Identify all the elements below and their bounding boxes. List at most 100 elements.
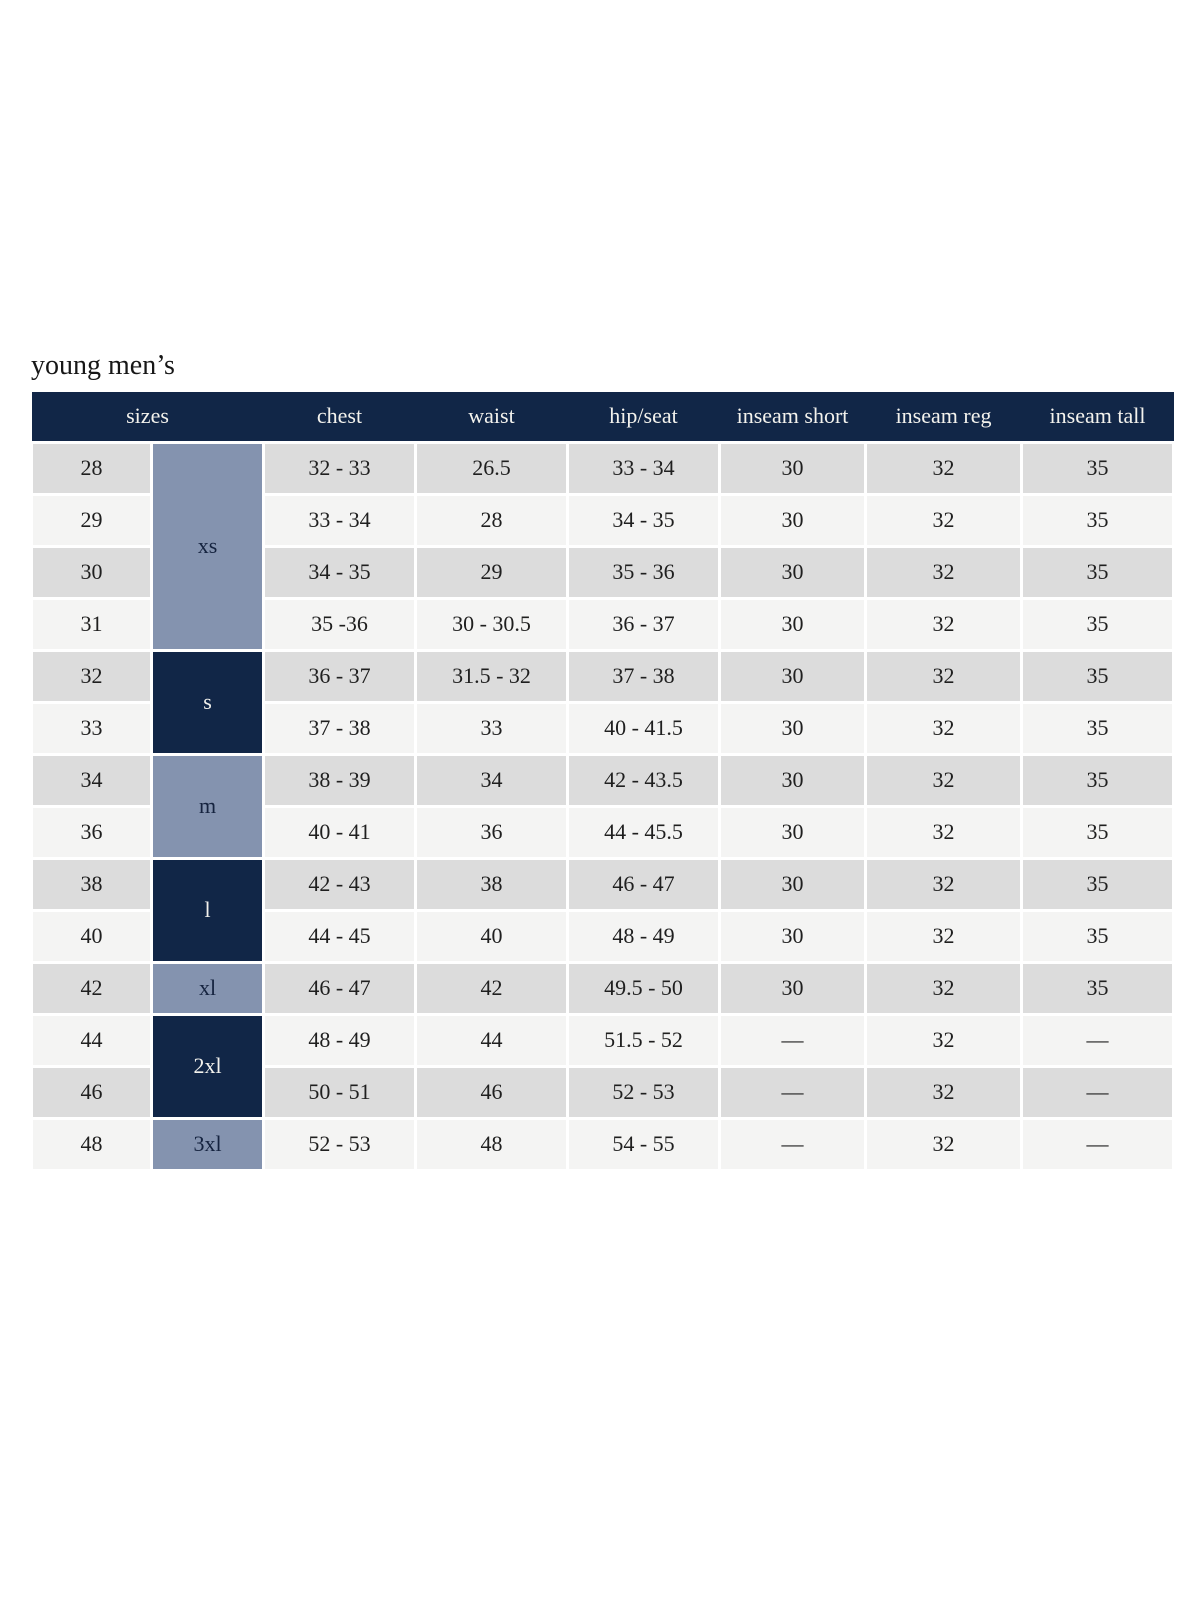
size-cell: 46 xyxy=(30,1064,153,1120)
table-row: 33 37 - 38 33 40 - 41.5 30 32 35 xyxy=(30,700,1176,756)
hip-seat-cell: 40 - 41.5 xyxy=(566,700,722,756)
inseam-tall-cell: — xyxy=(1020,1064,1176,1120)
inseam-tall-cell: 35 xyxy=(1020,856,1176,912)
inseam-tall-cell: — xyxy=(1020,1012,1176,1068)
chest-cell: 46 - 47 xyxy=(262,960,418,1016)
size-cell: 28 xyxy=(30,440,153,496)
chest-cell: 40 - 41 xyxy=(262,804,418,860)
inseam-reg-cell: 32 xyxy=(864,752,1024,808)
header-inseam-tall: inseam tall xyxy=(1021,392,1174,442)
size-group-cell-xs: xs xyxy=(149,440,266,652)
size-group-cell-xl: xl xyxy=(149,960,266,1016)
waist-cell: 36 xyxy=(414,804,570,860)
header-sizes: sizes xyxy=(31,392,264,442)
size-cell: 40 xyxy=(30,908,153,964)
size-cell: 29 xyxy=(30,492,153,548)
inseam-tall-cell: 35 xyxy=(1020,804,1176,860)
table-row: 40 44 - 45 40 48 - 49 30 32 35 xyxy=(30,908,1176,964)
size-cell: 33 xyxy=(30,700,153,756)
hip-seat-cell: 37 - 38 xyxy=(566,648,722,704)
chest-cell: 33 - 34 xyxy=(262,492,418,548)
inseam-reg-cell: 32 xyxy=(864,596,1024,652)
inseam-reg-cell: 32 xyxy=(864,492,1024,548)
inseam-reg-cell: 32 xyxy=(864,440,1024,496)
waist-cell: 34 xyxy=(414,752,570,808)
hip-seat-cell: 33 - 34 xyxy=(566,440,722,496)
table-row: 36 40 - 41 36 44 - 45.5 30 32 35 xyxy=(30,804,1176,860)
inseam-short-cell: — xyxy=(718,1116,868,1172)
chest-cell: 36 - 37 xyxy=(262,648,418,704)
hip-seat-cell: 35 - 36 xyxy=(566,544,722,600)
table-row: 29 33 - 34 28 34 - 35 30 32 35 xyxy=(30,492,1176,548)
chest-cell: 34 - 35 xyxy=(262,544,418,600)
inseam-tall-cell: 35 xyxy=(1020,752,1176,808)
size-chart-table: sizes chest waist hip/seat inseam short … xyxy=(30,392,1176,1172)
hip-seat-cell: 52 - 53 xyxy=(566,1064,722,1120)
hip-seat-cell: 51.5 - 52 xyxy=(566,1012,722,1068)
inseam-short-cell: 30 xyxy=(718,700,868,756)
hip-seat-cell: 46 - 47 xyxy=(566,856,722,912)
inseam-tall-cell: 35 xyxy=(1020,440,1176,496)
page-container: young men’s sizes chest waist hip/seat i… xyxy=(30,350,1176,1172)
waist-cell: 30 - 30.5 xyxy=(414,596,570,652)
size-group-cell-2xl: 2xl xyxy=(149,1012,266,1120)
inseam-short-cell: 30 xyxy=(718,596,868,652)
page-title: young men’s xyxy=(31,350,175,381)
inseam-tall-cell: 35 xyxy=(1020,960,1176,1016)
header-inseam-short: inseam short xyxy=(719,392,866,442)
chest-cell: 32 - 33 xyxy=(262,440,418,496)
inseam-short-cell: 30 xyxy=(718,648,868,704)
waist-cell: 29 xyxy=(414,544,570,600)
table-row: 46 50 - 51 46 52 - 53 — 32 — xyxy=(30,1064,1176,1120)
inseam-reg-cell: 32 xyxy=(864,908,1024,964)
chest-cell: 35 -36 xyxy=(262,596,418,652)
inseam-short-cell: 30 xyxy=(718,856,868,912)
chest-cell: 37 - 38 xyxy=(262,700,418,756)
table-row: 31 35 -36 30 - 30.5 36 - 37 30 32 35 xyxy=(30,596,1176,652)
inseam-short-cell: 30 xyxy=(718,804,868,860)
table-row: 32 s 36 - 37 31.5 - 32 37 - 38 30 32 35 xyxy=(30,648,1176,756)
waist-cell: 48 xyxy=(414,1116,570,1172)
table-row: 30 34 - 35 29 35 - 36 30 32 35 xyxy=(30,544,1176,600)
waist-cell: 31.5 - 32 xyxy=(414,648,570,704)
inseam-reg-cell: 32 xyxy=(864,1116,1024,1172)
header-hip-seat: hip/seat xyxy=(567,392,720,442)
size-group-cell-m: m xyxy=(149,752,266,860)
inseam-reg-cell: 32 xyxy=(864,856,1024,912)
header-inseam-reg: inseam reg xyxy=(865,392,1022,442)
hip-seat-cell: 49.5 - 50 xyxy=(566,960,722,1016)
inseam-reg-cell: 32 xyxy=(864,1064,1024,1120)
inseam-reg-cell: 32 xyxy=(864,648,1024,704)
waist-cell: 26.5 xyxy=(414,440,570,496)
size-cell: 38 xyxy=(30,856,153,912)
inseam-reg-cell: 32 xyxy=(864,700,1024,756)
inseam-short-cell: 30 xyxy=(718,960,868,1016)
table-row: 28 xs 32 - 33 26.5 33 - 34 30 32 35 xyxy=(30,440,1176,652)
table-row: 48 3xl 52 - 53 48 54 - 55 — 32 — xyxy=(30,1116,1176,1172)
hip-seat-cell: 48 - 49 xyxy=(566,908,722,964)
waist-cell: 28 xyxy=(414,492,570,548)
chest-cell: 52 - 53 xyxy=(262,1116,418,1172)
size-cell: 48 xyxy=(30,1116,153,1172)
size-cell: 42 xyxy=(30,960,153,1016)
size-cell: 44 xyxy=(30,1012,153,1068)
hip-seat-cell: 34 - 35 xyxy=(566,492,722,548)
table-row: 42 xl 46 - 47 42 49.5 - 50 30 32 35 xyxy=(30,960,1176,1016)
table-row: 38 l 42 - 43 38 46 - 47 30 32 35 xyxy=(30,856,1176,964)
chest-cell: 38 - 39 xyxy=(262,752,418,808)
inseam-tall-cell: 35 xyxy=(1020,544,1176,600)
table-row: 34 m 38 - 39 34 42 - 43.5 30 32 35 xyxy=(30,752,1176,860)
chest-cell: 44 - 45 xyxy=(262,908,418,964)
waist-cell: 42 xyxy=(414,960,570,1016)
inseam-short-cell: — xyxy=(718,1064,868,1120)
inseam-short-cell: 30 xyxy=(718,440,868,496)
size-cell: 36 xyxy=(30,804,153,860)
inseam-tall-cell: 35 xyxy=(1020,908,1176,964)
size-group-cell-s: s xyxy=(149,648,266,756)
size-cell: 30 xyxy=(30,544,153,600)
inseam-short-cell: — xyxy=(718,1012,868,1068)
waist-cell: 38 xyxy=(414,856,570,912)
inseam-tall-cell: 35 xyxy=(1020,700,1176,756)
inseam-tall-cell: — xyxy=(1020,1116,1176,1172)
inseam-short-cell: 30 xyxy=(718,492,868,548)
